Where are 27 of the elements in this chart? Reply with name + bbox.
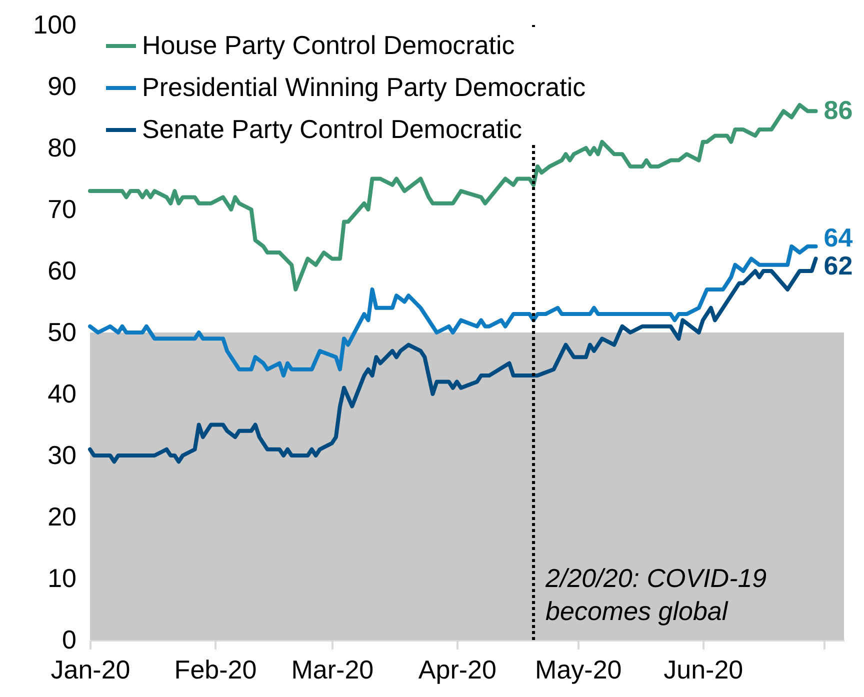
annotation: 86 [824, 95, 853, 126]
annotation: 62 [824, 250, 853, 281]
x-tick-label: Jun-20 [664, 654, 744, 684]
x-tick-label: May-20 [535, 654, 622, 684]
y-tick-label: 0 [62, 624, 76, 654]
x-tick-label: Mar-20 [291, 654, 374, 684]
legend-label: Presidential Winning Party Democratic [142, 72, 586, 102]
line-series [88, 102, 818, 292]
y-tick-label: 40 [48, 378, 76, 408]
y-tick-label: 10 [48, 563, 76, 593]
y-tick-label: 80 [48, 132, 76, 162]
y-tick-label: 70 [48, 194, 76, 224]
annotation: 64 [824, 222, 854, 252]
y-tick-label: 100 [33, 10, 76, 40]
y-tick-label: 20 [48, 502, 76, 532]
y-tick-label: 90 [48, 71, 76, 101]
y-tick-label: 30 [48, 440, 76, 470]
x-tick-label: Jan-20 [50, 654, 130, 684]
y-tick-label: 60 [48, 256, 76, 286]
ref-line-label: 2/20/20: COVID-19 becomes global [544, 563, 767, 626]
x-tick-label: Apr-20 [418, 654, 496, 684]
line-series [88, 244, 818, 378]
y-tick-label: 50 [48, 317, 76, 347]
legend-label: House Party Control Democratic [142, 30, 515, 60]
x-tick-label: Feb-20 [174, 654, 257, 684]
line-series [88, 256, 818, 464]
legend-label: Senate Party Control Democratic [142, 114, 522, 144]
